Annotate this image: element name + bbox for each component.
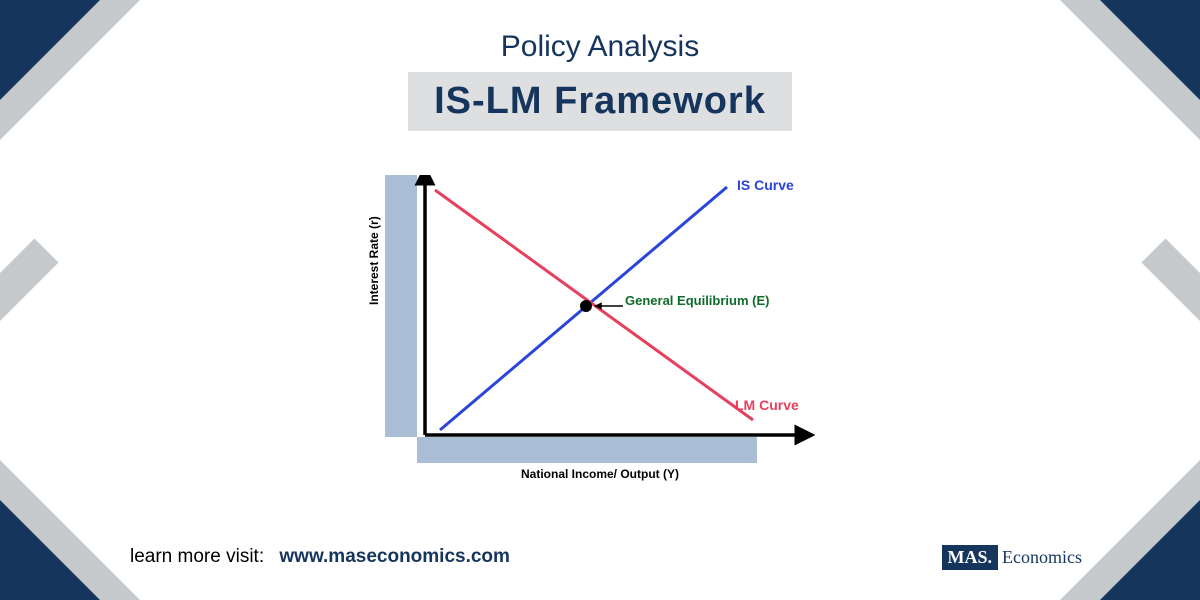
lm-curve-label: LM Curve bbox=[735, 397, 799, 413]
islm-chart: Interest Rate (r) National Income/ Outpu… bbox=[385, 175, 815, 475]
footer-link[interactable]: www.maseconomics.com bbox=[279, 546, 510, 567]
overline-text: Policy Analysis bbox=[0, 30, 1200, 64]
brand-logo: MAS. Economics bbox=[942, 545, 1082, 570]
equilibrium-label: General Equilibrium (E) bbox=[625, 293, 769, 308]
stripe-left bbox=[0, 238, 59, 361]
footer-prefix: learn more visit: bbox=[130, 546, 264, 567]
logo-text: Economics bbox=[1002, 547, 1082, 568]
footer: learn more visit: www.maseconomics.com bbox=[130, 546, 510, 568]
logo-box: MAS. bbox=[942, 545, 999, 570]
page-title: IS-LM Framework bbox=[434, 80, 766, 123]
header: Policy Analysis IS-LM Framework bbox=[0, 30, 1200, 131]
corner-bl-dark bbox=[0, 500, 100, 600]
title-box: IS-LM Framework bbox=[408, 72, 792, 131]
is-curve-label: IS Curve bbox=[737, 177, 794, 193]
stripe-right bbox=[1141, 238, 1200, 361]
chart-svg bbox=[385, 175, 815, 475]
y-axis-label: Interest Rate (r) bbox=[367, 216, 381, 305]
corner-br-dark bbox=[1100, 500, 1200, 600]
x-axis-label: National Income/ Output (Y) bbox=[385, 467, 815, 481]
